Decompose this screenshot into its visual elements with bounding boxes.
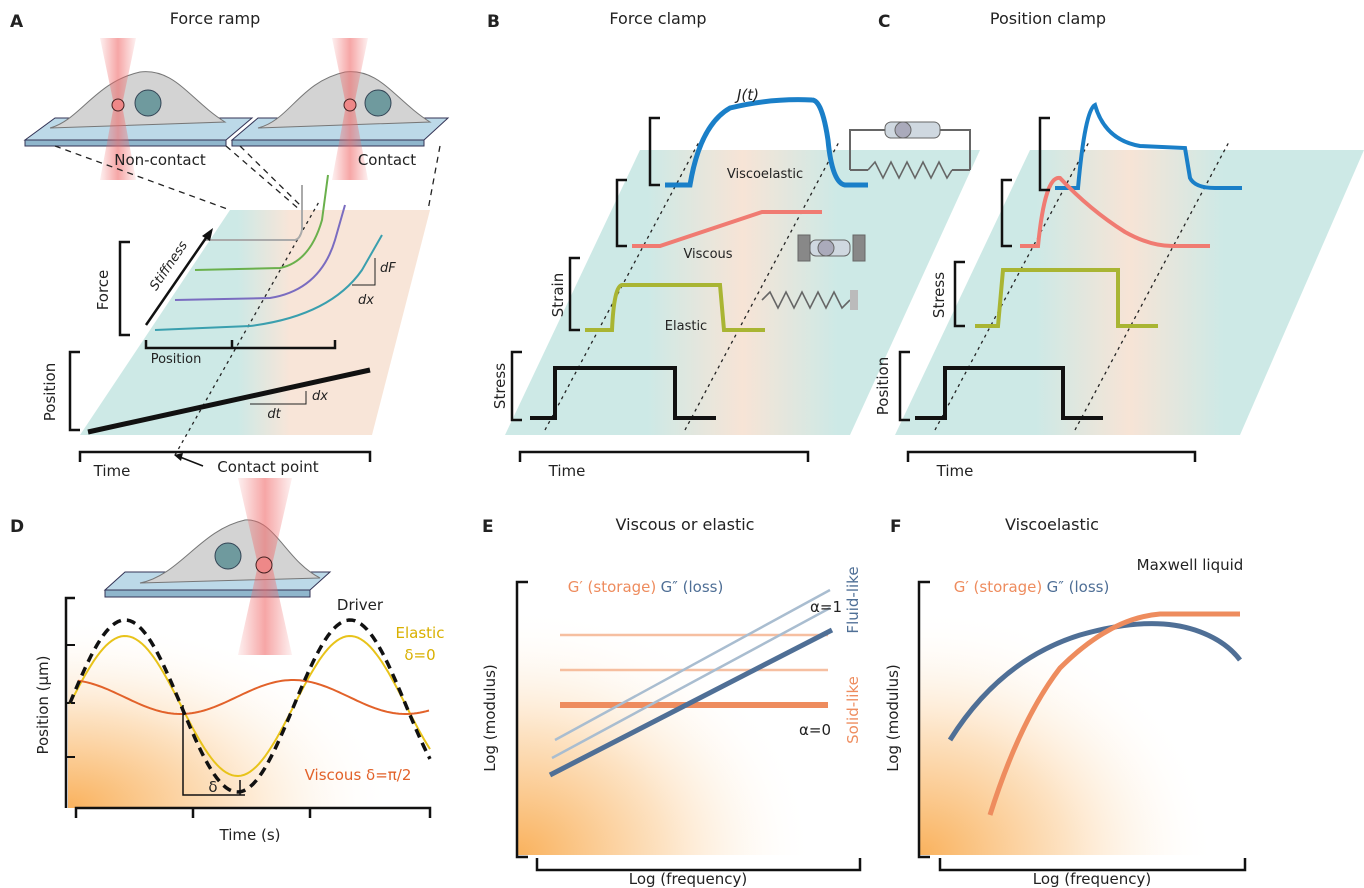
axis-label: Stress	[491, 363, 509, 409]
figure: A Force ramp Non-contact Contact Force S…	[0, 0, 1364, 888]
label: Contact	[358, 151, 416, 169]
label: α=1	[810, 598, 842, 616]
plot-background	[920, 580, 1250, 855]
axis-label: Log (modulus)	[884, 664, 902, 772]
panel-letter: C	[878, 12, 890, 32]
label: Driver	[337, 596, 384, 614]
label: Contact point	[217, 458, 319, 476]
plot-background	[895, 150, 1364, 435]
label: Elastic	[396, 624, 445, 642]
label: Solid-like	[844, 676, 862, 744]
arrow	[180, 457, 203, 466]
panel-title: Viscoelastic	[1005, 515, 1099, 534]
label: δ	[208, 778, 217, 796]
panel-title: Force ramp	[170, 9, 261, 28]
axis-label: Strain	[549, 273, 567, 317]
axis-label: Position	[41, 363, 59, 421]
legend-label: G′ (storage)	[954, 578, 1042, 596]
panel-letter: D	[10, 517, 24, 537]
axis-label: Time	[93, 462, 131, 480]
axis-label: Time	[548, 462, 586, 480]
axis-label: Time (s)	[219, 826, 281, 844]
label: Viscous δ=π/2	[305, 766, 412, 784]
label: Non-contact	[114, 151, 206, 169]
axis-label: Log (frequency)	[629, 870, 748, 888]
axis-label: Log (frequency)	[1033, 870, 1152, 888]
legend-label: G′ (storage)	[568, 578, 656, 596]
bracket	[120, 242, 130, 335]
label: Maxwell liquid	[1137, 556, 1244, 574]
axis-label: Position	[874, 357, 892, 415]
label: Viscoelastic	[727, 167, 803, 182]
x-axis	[940, 858, 1245, 870]
axis-label: Position	[151, 352, 202, 367]
plot-background	[518, 580, 848, 855]
axis-label: Position (µm)	[34, 655, 52, 754]
panel-title: Force clamp	[609, 9, 706, 28]
label: Viscous	[683, 247, 732, 262]
plot-background	[505, 150, 980, 435]
legend-label: G″ (loss)	[1047, 578, 1110, 596]
panel-letter: E	[482, 517, 494, 537]
bracket	[520, 452, 808, 462]
label: J(t)	[734, 86, 759, 104]
panel-title: Viscous or elastic	[616, 515, 755, 534]
panel-letter: A	[10, 12, 24, 32]
x-axis	[537, 858, 860, 870]
label: dx	[312, 389, 328, 404]
panel-letter: B	[487, 12, 500, 32]
label: δ=0	[404, 646, 435, 664]
label: dt	[267, 407, 281, 422]
label: dF	[380, 261, 396, 276]
panel-letter: F	[890, 517, 902, 537]
axis-label: Log (modulus)	[481, 664, 499, 772]
axis-label: Stress	[930, 272, 948, 318]
x-axis	[76, 808, 430, 818]
bracket	[908, 452, 1195, 462]
label: dx	[358, 293, 374, 308]
bracket	[70, 352, 80, 430]
label: α=0	[799, 721, 831, 739]
legend-label: G″ (loss)	[661, 578, 724, 596]
label: Elastic	[665, 319, 707, 334]
panel-title: Position clamp	[990, 9, 1106, 28]
axis-label: Time	[936, 462, 974, 480]
label: Fluid-like	[844, 566, 862, 633]
axis-label: Force	[94, 270, 112, 311]
